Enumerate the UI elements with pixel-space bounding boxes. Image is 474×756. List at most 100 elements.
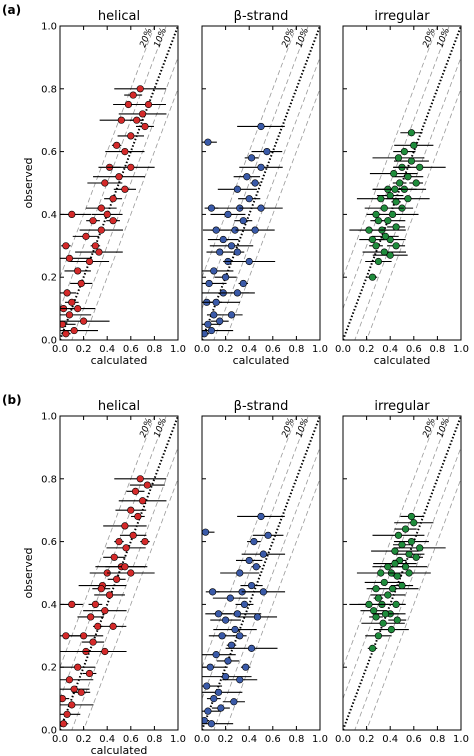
data-point (263, 148, 271, 156)
data-point (236, 569, 244, 577)
identity-line (202, 416, 320, 730)
data-point (68, 298, 76, 306)
data-point (127, 132, 135, 140)
x-tick-label: 0.6 (406, 734, 422, 745)
data-point (62, 632, 70, 640)
x-tick-label: 0.2 (76, 344, 92, 355)
x-tick-label: 0.0 (52, 734, 68, 745)
data-point (239, 279, 247, 288)
data-point (62, 330, 70, 338)
data-point (139, 110, 147, 118)
data-point (404, 195, 412, 203)
plot-frame (342, 415, 462, 731)
data-point (259, 588, 267, 596)
data-point (251, 179, 259, 187)
y-axis-label: observed (22, 548, 35, 599)
data-point (387, 625, 395, 634)
x-tick-label: 0.8 (146, 344, 162, 355)
data-point (245, 257, 253, 266)
data-point (242, 663, 250, 671)
x-tick-label: 0.2 (218, 734, 234, 745)
x-axis-label: calculated (374, 354, 431, 367)
data-point (207, 326, 216, 335)
data-point (103, 210, 111, 218)
x-tick-label: 0.4 (382, 734, 398, 745)
y-tick-label: 0.8 (41, 474, 57, 485)
data-point (391, 185, 399, 193)
data-point (101, 607, 109, 615)
x-tick-label: 1.0 (453, 344, 469, 355)
data-point (124, 100, 133, 109)
plot-area (60, 26, 178, 340)
data-point (62, 242, 70, 250)
data-point (239, 217, 247, 225)
x-tick-label: 0.8 (288, 734, 304, 745)
band-label-10: 10% (153, 27, 170, 49)
data-point (392, 223, 400, 231)
data-point (401, 563, 410, 571)
band-label-10: 10% (295, 417, 312, 439)
plot-area (60, 416, 178, 730)
data-point (212, 298, 220, 306)
data-point (405, 550, 413, 558)
x-tick-label: 0.2 (76, 734, 92, 745)
data-point (377, 195, 385, 203)
plot-frame (201, 415, 321, 731)
data-point (68, 600, 76, 609)
data-point (230, 698, 238, 706)
data-point (379, 619, 387, 627)
data-point (407, 129, 416, 137)
data-point (133, 116, 141, 124)
x-tick-label: 0.6 (265, 344, 281, 355)
chart-b-2: 20%10%0.0 0.2 0.4 0.6 0.8 1.0β-strand (194, 399, 328, 745)
data-point (206, 663, 214, 671)
data-point (203, 682, 211, 690)
data-point (368, 235, 377, 244)
x-tick-label: 0.2 (218, 344, 234, 355)
data-point (85, 257, 94, 266)
data-point (68, 701, 76, 709)
data-point (407, 157, 416, 165)
data-point (257, 204, 265, 212)
data-point (396, 179, 404, 187)
plot-frame (342, 25, 462, 341)
data-point (139, 497, 147, 505)
y-axis-label: observed (22, 158, 35, 209)
data-point (121, 563, 129, 571)
data-point (77, 688, 85, 696)
data-point (134, 512, 142, 521)
data-point (121, 148, 129, 156)
plot-area (343, 26, 461, 340)
data-point (253, 613, 262, 621)
data-point (82, 232, 90, 240)
data-point (247, 154, 256, 162)
data-point (393, 616, 401, 624)
y-tick-label: 0.0 (41, 336, 57, 347)
data-point (372, 613, 380, 621)
data-point (368, 273, 377, 281)
data-point (212, 651, 220, 659)
data-point (380, 248, 388, 256)
data-point (141, 122, 149, 131)
data-point (131, 487, 140, 495)
band-label-10: 10% (436, 417, 453, 439)
data-point (141, 537, 149, 546)
data-point (68, 210, 76, 218)
data-point (227, 311, 236, 319)
data-point (388, 210, 397, 218)
data-point (74, 305, 82, 313)
x-tick-label: 0.0 (194, 344, 210, 355)
data-point (398, 541, 406, 549)
y-tick-label: 0.4 (41, 210, 57, 221)
chart-title: helical (98, 399, 140, 414)
x-axis-label: calculated (233, 354, 290, 367)
data-point (210, 694, 218, 703)
chart-title: irregular (374, 399, 430, 414)
chart-title: β-strand (234, 399, 289, 414)
data-point (210, 311, 218, 319)
data-point (222, 273, 230, 281)
data-point (218, 632, 226, 640)
data-point (217, 704, 225, 712)
data-point (233, 248, 241, 256)
data-point (236, 632, 244, 640)
